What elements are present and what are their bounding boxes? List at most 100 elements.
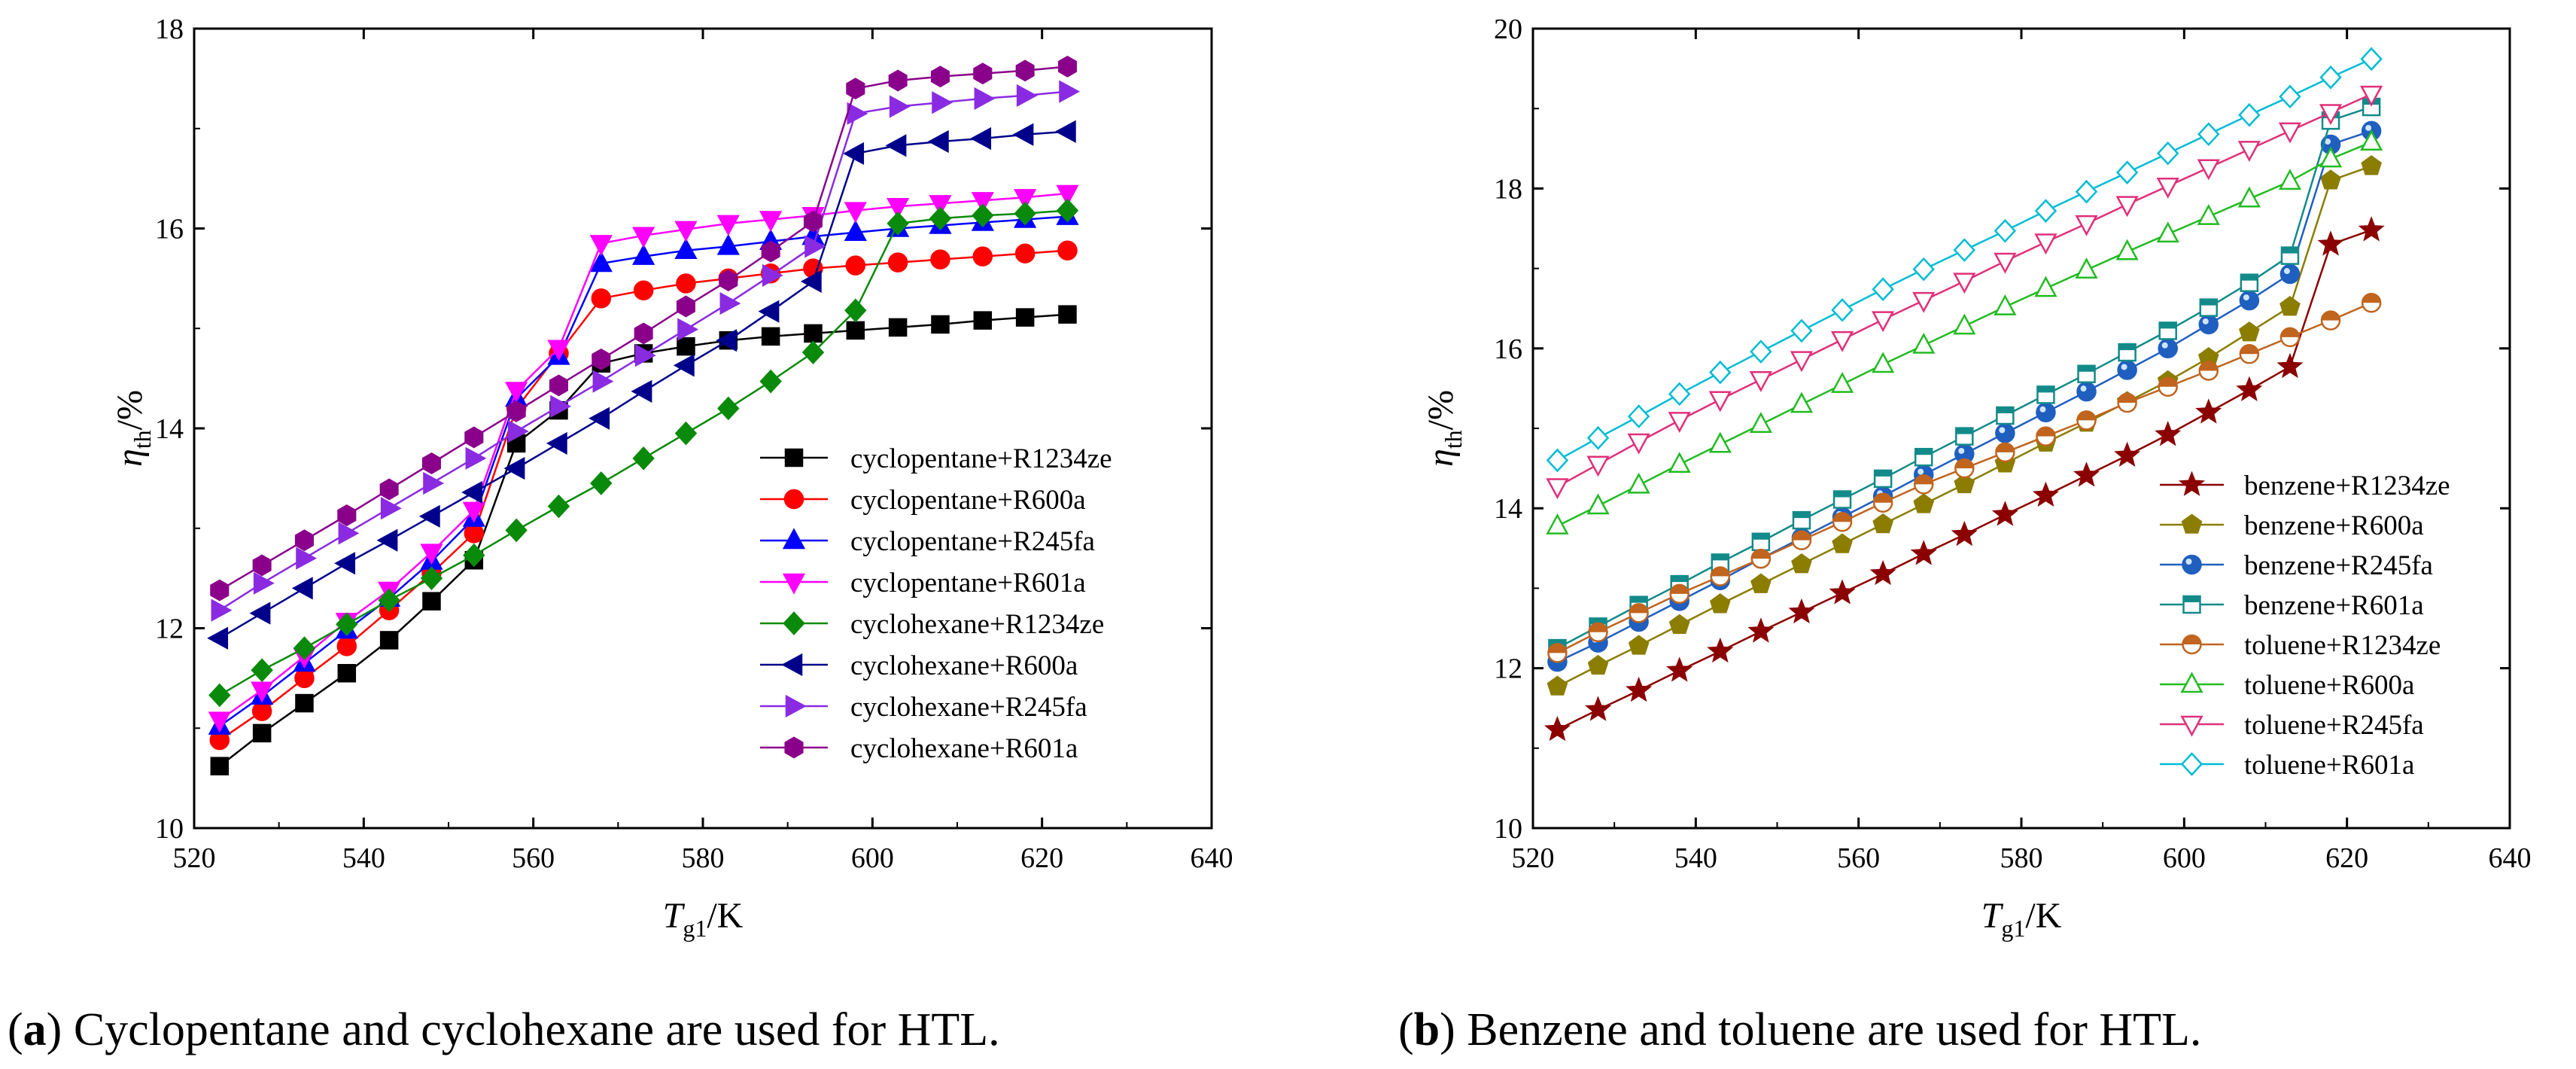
panel-a-data-point-cyclohexane-r601a (210, 579, 230, 602)
panel-b-data-point-toluene-r245fa (1994, 252, 2017, 274)
panel-a-legend-label: cyclopentane+R245fa (850, 526, 1095, 557)
panel-a-series (207, 55, 1081, 775)
panel-b-data-point-toluene-r245fa (2237, 141, 2261, 162)
panel-b-data-point-benzene-r245fa-shine (2161, 342, 2168, 349)
panel-a-data-point-cyclopentane-r1234ze (1015, 308, 1035, 327)
panel-b-caption: (b) Benzene and toluene are used for HTL… (1398, 1004, 2201, 1055)
panel-b-legend-label: toluene+R245fa (2244, 710, 2424, 741)
panel-a-data-point-cyclohexane-r1234ze (590, 471, 613, 495)
panel-a-data-point-cyclohexane-r600a (631, 379, 652, 403)
panel-b-data-point-benzene-r245fa-shine (2202, 318, 2209, 324)
panel-a-data-point-cyclopentane-r601a (251, 681, 274, 703)
panel-b-y-tick-label: 20 (1494, 14, 1522, 45)
panel-b-legend-item-toluene-r600a: toluene+R600a (2160, 670, 2414, 701)
panel-b-data-point-toluene-r245fa (1912, 291, 1936, 313)
panel-b-data-point-toluene-r600a (2319, 146, 2343, 168)
panel-a-legend-label: cyclohexane+R600a (850, 650, 1078, 681)
panel-a-series-cyclohexane-r245fa (211, 80, 1081, 622)
panel-b-legend-item-benzene-r601a: benzene+R601a (2160, 590, 2424, 621)
panel-b-data-point-toluene-r601a (1994, 218, 2017, 243)
panel-b-legend-item-toluene-r1234ze: toluene+R1234ze (2160, 630, 2441, 661)
panel-a-data-point-cyclohexane-r1234ze (759, 369, 782, 394)
panel-a-data-point-cyclohexane-r600a (673, 354, 695, 377)
panel-b-data-point-benzene-r600a (1832, 533, 1853, 553)
panel-a-data-point-cyclohexane-r1234ze (887, 212, 909, 236)
panel-a-legend-item-cyclohexane-r600a: cyclohexane+R600a (760, 650, 1078, 681)
panel-a-data-point-cyclopentane-r1234ze (210, 757, 230, 775)
panel-b-data-point-toluene-r600a (2156, 221, 2179, 243)
panel-a-legend-box (745, 423, 1197, 789)
panel-a-data-point-cyclohexane-r601a (973, 62, 993, 85)
panel-b-data-point-toluene-r245fa (1668, 412, 1691, 434)
panel-b-data-point-toluene-r1234ze-half (2036, 427, 2055, 437)
panel-a-x-axis-main: T (663, 896, 686, 936)
panel-b-data-point-benzene-r601a-cap (2037, 386, 2054, 393)
panel-b-series-toluene-r1234ze (1547, 293, 2382, 663)
panel-b-series-toluene-r600a (1546, 129, 2383, 534)
panel-a-data-point-cyclohexane-r600a (1054, 120, 1076, 143)
panel-b-data-point-benzene-r245fa (2239, 290, 2260, 311)
panel-b-legend-item-benzene-r1234ze: benzene+R1234ze (2160, 471, 2450, 501)
panel-b-caption-letter: b (1414, 1004, 1440, 1055)
panel-a-data-point-cyclohexane-r601a (549, 374, 568, 397)
panel-b-data-point-benzene-r601a-cap (1589, 618, 1607, 625)
panel-b-data-point-toluene-r601a (2115, 160, 2139, 184)
panel-a-data-point-cyclohexane-r245fa (889, 95, 911, 118)
panel-a-data-point-cyclohexane-r245fa (932, 91, 953, 114)
panel-a-data-point-cyclohexane-r601a (1057, 55, 1077, 78)
panel-a-data-point-cyclopentane-r601a (462, 501, 485, 523)
panel-a-data-point-cyclopentane-r600a (845, 255, 866, 276)
panel-a-y-axis-unit: /% (110, 390, 150, 430)
panel-a-data-point-cyclohexane-r1234ze (251, 658, 273, 683)
panel-a-data-point-cyclopentane-r601a (929, 195, 952, 216)
panel-a-data-point-cyclopentane-r601a (674, 221, 698, 242)
panel-b-data-point-benzene-r600a (1954, 473, 1975, 494)
panel-a-legend-marker (783, 489, 804, 510)
panel-a-data-point-cyclopentane-r1234ze (846, 321, 865, 340)
panel-a-data-point-cyclohexane-r1234ze (972, 203, 994, 228)
panel-a-data-point-cyclopentane-r601a (547, 340, 570, 361)
panel-b-data-point-benzene-r601a-cap (1834, 491, 1851, 498)
panel-a-data-point-cyclopentane-r600a (1057, 240, 1078, 260)
panel-a-data-point-cyclohexane-r601a (803, 210, 823, 233)
panel-b-legend-label: benzene+R600a (2244, 510, 2424, 541)
panel-b-data-point-benzene-r245fa-shine (2121, 364, 2127, 370)
panel-b-x-tick-label: 640 (2489, 842, 2532, 874)
panel-a-data-point-cyclohexane-r601a (464, 426, 484, 449)
panel-b-data-point-benzene-r601a-cap (1915, 449, 1933, 455)
panel-b-data-point-benzene-r245fa (2036, 402, 2056, 423)
panel-b-x-axis-label: Tg1/K (1981, 896, 2062, 942)
panel-a-data-point-cyclohexane-r245fa (211, 598, 233, 622)
panel-a-data-point-cyclopentane-r601a (589, 235, 613, 257)
panel-a-series-cyclopentane-r1234ze (210, 305, 1077, 775)
panel-b: 520 540 560 580 600 620 640 10 12 14 16 18 20 benze… (1398, 14, 2532, 1055)
panel-a-legend-marker (782, 573, 806, 595)
panel-b-data-point-toluene-r1234ze-half (1915, 475, 1933, 485)
panel-a-data-point-cyclohexane-r1234ze (336, 612, 358, 637)
panel-b-data-point-benzene-r245fa (2279, 263, 2301, 285)
panel-b-data-point-benzene-r1234ze (1910, 540, 1937, 565)
panel-b-data-point-benzene-r601a-cap (1875, 470, 1892, 477)
panel-a-data-point-cyclohexane-r600a (927, 129, 949, 154)
panel-a-legend-label: cyclohexane+R245fa (850, 692, 1087, 723)
panel-b-legend-label: benzene+R1234ze (2244, 471, 2450, 501)
panel-b-x-tick-label: 600 (2163, 842, 2206, 874)
panel-b-data-point-benzene-r1234ze (2358, 216, 2385, 242)
panel-b-data-point-benzene-r245fa-shine (2365, 124, 2372, 131)
panel-b-data-point-toluene-r1234ze-half (1711, 567, 1729, 577)
panel-b-x-ticks: 520 540 560 580 600 620 640 (1512, 29, 2532, 874)
panel-a-y-axis-sub: th (129, 430, 156, 449)
panel-a-data-point-cyclopentane-r245fa (674, 238, 698, 259)
panel-b-data-point-toluene-r601a (1790, 318, 1813, 343)
panel-b-data-point-benzene-r601a-cap (1793, 512, 1810, 519)
panel-b-data-point-benzene-r600a (1668, 614, 1690, 635)
panel-b-data-point-toluene-r601a (1750, 340, 1772, 364)
panel-b-data-point-toluene-r1234ze-half (1589, 623, 1607, 632)
panel-a-data-point-cyclopentane-r601a (716, 215, 740, 236)
panel-b-data-point-benzene-r245fa-shine (2243, 294, 2249, 301)
panel-a-data-point-cyclohexane-r245fa (423, 471, 445, 495)
panel-b-legend-label: toluene+R600a (2244, 670, 2414, 701)
panel-a-legend-item-cyclohexane-r601a: cyclohexane+R601a (760, 733, 1078, 764)
panel-b-data-point-toluene-r1234ze-half (2077, 411, 2096, 421)
